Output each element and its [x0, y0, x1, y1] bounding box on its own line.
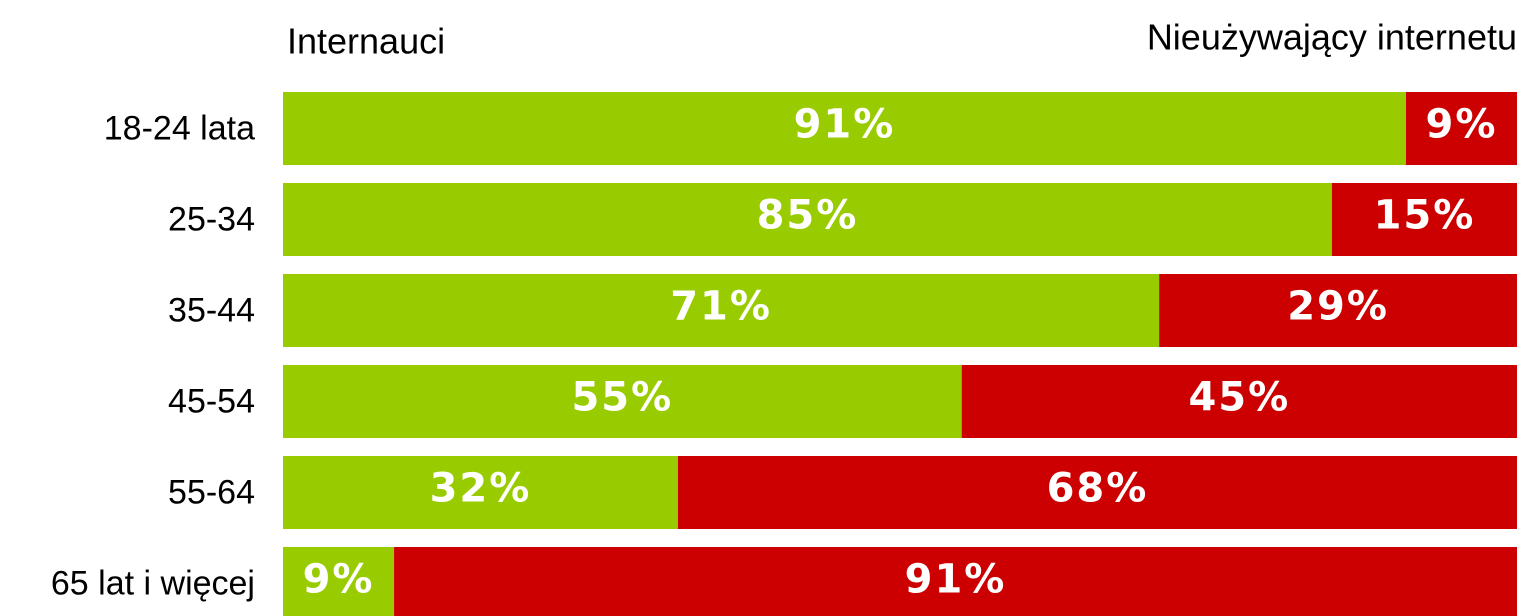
- bar-segment: [677, 456, 1517, 529]
- category-label: 25-34: [168, 200, 255, 238]
- bar-segment: [283, 183, 1332, 256]
- bar-segment: [961, 365, 1517, 438]
- value-label: 85%: [757, 193, 859, 239]
- bar-segment: [283, 456, 678, 529]
- bar-segment: [1405, 92, 1517, 165]
- value-label: 9%: [1426, 102, 1498, 148]
- category-label: 55-64: [168, 473, 255, 511]
- value-label: 91%: [794, 102, 896, 148]
- category-label: 18-24 lata: [104, 109, 255, 147]
- bar-segment: [283, 365, 962, 438]
- legend-label: Nieużywający internetu: [1147, 17, 1517, 58]
- category-label: 65 lat i więcej: [51, 564, 255, 602]
- bar-segment: [1331, 183, 1517, 256]
- value-label: 91%: [905, 557, 1007, 603]
- bar-segment: [283, 547, 395, 616]
- value-label: 45%: [1188, 375, 1290, 421]
- legend-label: Internauci: [287, 21, 445, 62]
- value-label: 71%: [670, 284, 772, 330]
- value-label: 68%: [1047, 466, 1149, 512]
- category-label: 45-54: [168, 382, 255, 420]
- bar-segment: [283, 274, 1160, 347]
- value-label: 32%: [430, 466, 532, 512]
- value-label: 9%: [303, 557, 375, 603]
- category-label: 35-44: [168, 291, 255, 329]
- bar-segment: [283, 92, 1406, 165]
- value-label: 29%: [1287, 284, 1389, 330]
- value-label: 55%: [571, 375, 673, 421]
- bar-segment: [1159, 274, 1517, 347]
- value-label: 15%: [1374, 193, 1476, 239]
- bar-segment: [394, 547, 1517, 616]
